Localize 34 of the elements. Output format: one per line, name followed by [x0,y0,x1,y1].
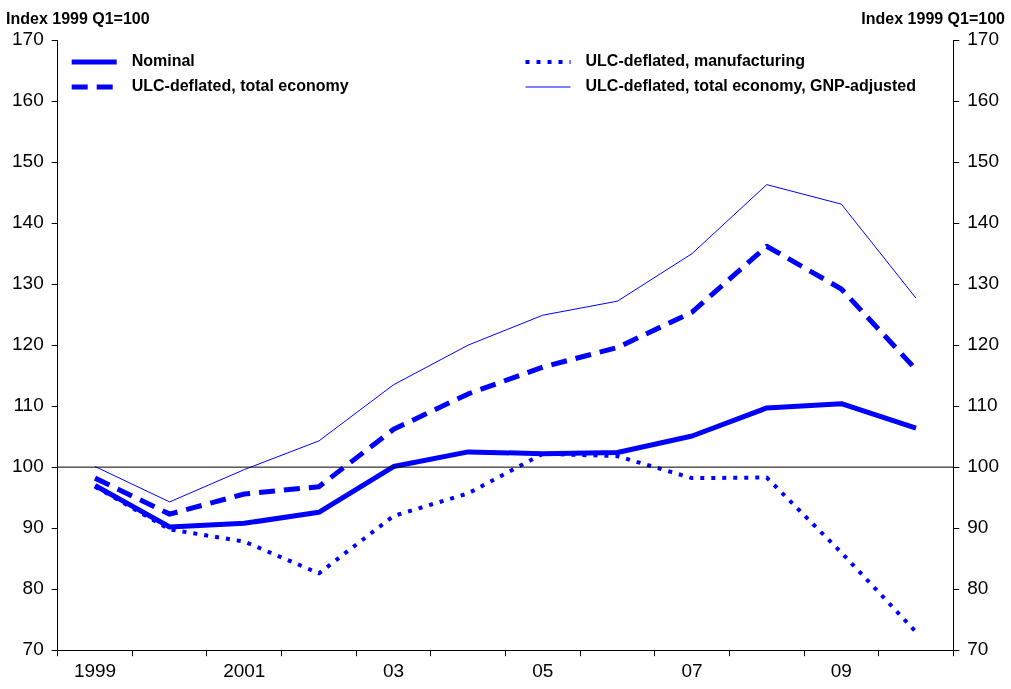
x-tick-label: 07 [681,659,703,681]
y2-tick-label: 120 [967,333,999,355]
legend-label: ULC-deflated, manufacturing [585,52,806,70]
y-tick-label: 160 [12,89,44,111]
y2-tick-label: 130 [967,272,999,294]
y2-tick-label: 70 [967,638,989,660]
y-tick-label: 120 [12,333,44,355]
x-tick-label: 2001 [223,659,266,681]
y2-tick-label: 90 [967,516,989,538]
y-tick-label: 140 [12,211,44,233]
x-tick-label: 03 [382,659,405,681]
y-tick-label: 170 [12,28,44,50]
y-tick-label: 100 [12,455,44,477]
y2-axis-title: Index 1999 Q1=100 [861,10,1006,27]
y2-tick-label: 170 [967,28,999,50]
y-tick-label: 130 [12,272,44,294]
y-tick-label: 110 [13,394,44,416]
y-tick-label: 80 [22,577,44,599]
y-tick-label: 150 [12,150,44,172]
y2-tick-label: 80 [967,577,989,599]
x-tick-label: 05 [532,659,554,681]
y2-tick-label: 150 [967,150,999,172]
y-tick-label: 70 [22,638,44,660]
y2-tick-label: 100 [967,455,999,477]
x-tick-label: 09 [830,659,852,681]
y2-tick-label: 140 [967,211,999,233]
y2-tick-label: 160 [967,89,999,111]
y2-tick-label: 110 [967,394,998,416]
legend-label: Nominal [131,52,195,70]
legend-label: ULC-deflated, total economy [131,77,349,95]
legend-label: ULC-deflated, total economy, GNP-adjusted [585,77,916,95]
x-tick-label: 1999 [73,659,117,681]
y-tick-label: 90 [22,516,44,538]
y-axis-title: Index 1999 Q1=100 [6,10,150,27]
